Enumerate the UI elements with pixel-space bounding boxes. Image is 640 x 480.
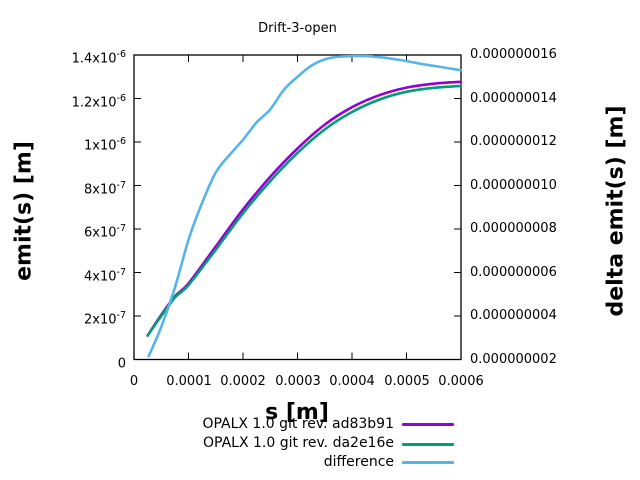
y-tick-label-right: 0.000000012: [470, 134, 557, 149]
y-tick-label-left: 0: [117, 355, 126, 371]
y-tick-label-right: 0.000000016: [470, 47, 557, 62]
x-tick-label: 0: [129, 374, 139, 389]
y-tick-label-left: 1x10-6: [84, 136, 126, 154]
legend-label: difference: [323, 454, 394, 470]
legend-label: OPALX 1.0 git rev. da2e16e: [203, 435, 394, 451]
legend-swatch: [402, 442, 454, 446]
x-tick-label: 0.0006: [438, 374, 484, 389]
x-tick-label: 0.0003: [275, 374, 321, 389]
x-tick-label: 0.0002: [220, 374, 266, 389]
y-tick-label-right: 0.000000002: [470, 351, 557, 367]
x-tick-label: 0.0005: [384, 374, 430, 389]
y-tick-label-left: 2x10-7: [84, 310, 126, 328]
y-axis-label: emit(s) [m]: [11, 141, 37, 281]
chart-title: Drift-3-open: [258, 21, 337, 36]
legend-swatch: [402, 461, 454, 464]
x-tick-label: 0.0001: [166, 374, 212, 389]
y-tick-label-left: 4x10-7: [84, 266, 126, 284]
y-tick-label-right: 0.000000006: [470, 264, 557, 280]
y-tick-label-left: 1.2x10-6: [71, 92, 126, 110]
x-axis-label: s [m]: [265, 400, 329, 425]
x-tick-label: 0.0004: [329, 374, 375, 389]
y2-axis-label: delta emit(s) [m]: [603, 105, 629, 317]
y-tick-label-right: 0.000000014: [470, 90, 557, 106]
y-tick-label-left: 8x10-7: [84, 179, 126, 197]
y-tick-label-right: 0.000000010: [470, 177, 557, 193]
y-tick-label-left: 6x10-7: [84, 223, 126, 241]
legend-label: OPALX 1.0 git rev. ad83b91: [202, 416, 394, 432]
y-tick-label-right: 0.000000008: [470, 221, 557, 236]
legend-swatch: [402, 423, 454, 426]
y-tick-label-left: 1.4x10-6: [71, 49, 126, 67]
y-tick-label-right: 0.000000004: [470, 308, 557, 323]
